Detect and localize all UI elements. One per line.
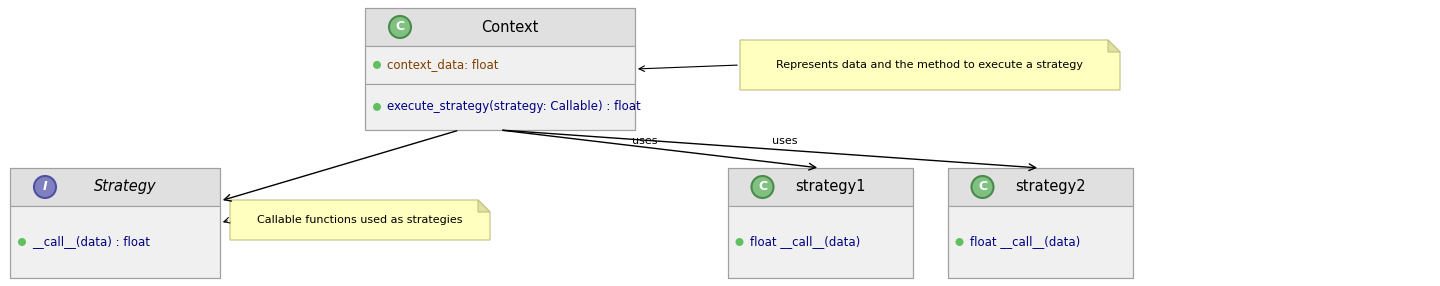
Text: Callable functions used as strategies: Callable functions used as strategies (258, 215, 462, 225)
Text: float __call__(data): float __call__(data) (969, 235, 1080, 249)
Bar (364, 8, 635, 130)
Text: uses: uses (772, 136, 798, 146)
Text: Represents data and the method to execute a strategy: Represents data and the method to execut… (776, 60, 1083, 70)
FancyBboxPatch shape (727, 168, 913, 206)
Polygon shape (1107, 40, 1120, 52)
Bar (727, 206, 913, 278)
Bar (727, 168, 913, 278)
Circle shape (389, 16, 410, 38)
Circle shape (736, 238, 743, 246)
Text: I: I (43, 180, 48, 194)
FancyBboxPatch shape (948, 168, 1132, 206)
Polygon shape (478, 200, 490, 212)
Bar (948, 168, 1132, 278)
Circle shape (956, 238, 963, 246)
Circle shape (373, 61, 382, 69)
FancyBboxPatch shape (364, 8, 635, 46)
Bar (10, 206, 220, 278)
Text: execute_strategy(strategy: Callable) : float: execute_strategy(strategy: Callable) : f… (387, 100, 641, 114)
Text: context_data: float: context_data: float (387, 58, 498, 72)
Text: C: C (396, 21, 405, 33)
Bar (364, 46, 635, 84)
Text: Context: Context (481, 19, 539, 35)
Text: uses: uses (632, 136, 658, 146)
Circle shape (373, 103, 382, 111)
Text: strategy2: strategy2 (1015, 180, 1086, 194)
Polygon shape (230, 200, 490, 240)
Text: __call__(data) : float: __call__(data) : float (32, 235, 150, 249)
Circle shape (752, 176, 773, 198)
Polygon shape (740, 40, 1120, 90)
FancyBboxPatch shape (10, 168, 220, 206)
Text: C: C (978, 180, 986, 194)
Bar (364, 84, 635, 130)
Text: Strategy: Strategy (94, 180, 157, 194)
Bar (948, 206, 1132, 278)
Text: float __call__(data): float __call__(data) (749, 235, 860, 249)
Circle shape (972, 176, 994, 198)
Circle shape (17, 238, 26, 246)
Circle shape (35, 176, 56, 198)
Text: C: C (757, 180, 768, 194)
Bar (10, 168, 220, 278)
Text: strategy1: strategy1 (795, 180, 865, 194)
